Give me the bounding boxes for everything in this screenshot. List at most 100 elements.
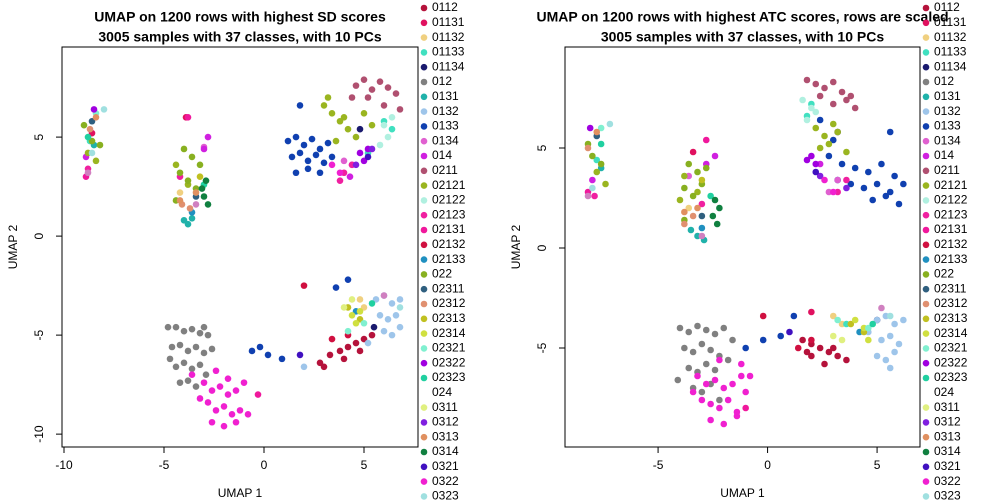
legend-label: 02132 <box>934 237 968 251</box>
point <box>829 332 837 340</box>
legend-label: 0133 <box>432 119 459 133</box>
point <box>188 325 196 333</box>
legend-marker <box>922 271 930 278</box>
point <box>597 160 605 168</box>
legend-label: 014 <box>432 148 452 162</box>
point <box>702 136 710 144</box>
point <box>396 106 404 113</box>
point <box>860 184 868 192</box>
point <box>380 292 388 299</box>
legend-marker <box>420 137 428 145</box>
legend-label: 0313 <box>934 429 961 443</box>
legend-marker <box>922 374 930 382</box>
point <box>886 128 894 136</box>
point <box>816 116 824 124</box>
point <box>713 220 721 228</box>
point <box>240 379 248 386</box>
point <box>716 396 723 404</box>
point <box>681 220 688 228</box>
legend-label: 02313 <box>432 311 466 325</box>
point <box>777 332 785 340</box>
point <box>208 418 216 426</box>
y-tick-label: -10 <box>32 425 46 443</box>
legend-marker <box>922 315 930 323</box>
point <box>224 391 232 398</box>
legend-label: 012 <box>934 74 954 88</box>
point <box>803 76 811 84</box>
y-tick-label: 0 <box>535 244 549 251</box>
point <box>216 383 224 390</box>
point <box>228 411 236 418</box>
point <box>346 173 354 181</box>
point <box>816 144 824 152</box>
point <box>388 331 396 339</box>
point <box>356 308 364 315</box>
point <box>360 319 368 327</box>
legend-label: 02133 <box>934 252 968 266</box>
legend-marker <box>922 241 930 249</box>
legend-marker <box>922 167 930 175</box>
point <box>300 141 308 149</box>
legend-label: 01132 <box>934 30 967 44</box>
point <box>843 184 850 192</box>
point <box>847 180 855 188</box>
point <box>332 137 340 145</box>
point <box>328 110 336 117</box>
point <box>204 331 212 339</box>
legend-marker <box>922 34 930 41</box>
point <box>711 366 719 374</box>
legend-marker <box>420 404 428 411</box>
point <box>292 133 300 141</box>
point <box>212 407 220 414</box>
legend-label: 02322 <box>432 355 466 369</box>
point <box>166 355 174 363</box>
point <box>698 396 706 404</box>
point <box>364 339 372 347</box>
point <box>829 344 837 352</box>
point <box>865 336 872 344</box>
legend-marker <box>922 78 930 86</box>
point <box>799 96 806 104</box>
point <box>698 224 706 232</box>
point <box>368 121 376 129</box>
point <box>180 359 188 367</box>
point <box>702 380 710 388</box>
y-tick-label: 0 <box>32 232 46 239</box>
point <box>184 377 192 384</box>
point <box>886 364 894 372</box>
point <box>388 113 396 121</box>
legend-label: 0133 <box>934 119 961 133</box>
point <box>340 157 348 165</box>
legend-marker <box>922 463 930 471</box>
point <box>865 324 872 332</box>
point <box>694 204 701 212</box>
legend-marker <box>420 123 428 130</box>
legend-marker <box>922 4 930 12</box>
legend-label: 01133 <box>432 45 465 59</box>
point <box>188 371 196 379</box>
point <box>729 380 736 388</box>
legend-marker <box>922 108 930 115</box>
point <box>368 331 376 339</box>
point <box>356 347 364 355</box>
legend-marker <box>420 241 428 249</box>
point <box>711 196 719 204</box>
point <box>396 296 404 303</box>
point <box>176 341 184 349</box>
point <box>724 396 732 404</box>
point <box>698 340 706 348</box>
point <box>895 200 903 208</box>
point <box>834 352 841 360</box>
point <box>196 329 204 337</box>
point <box>380 102 388 109</box>
point <box>202 371 210 379</box>
point <box>829 188 837 196</box>
legend-marker <box>420 374 428 382</box>
legend-label: 02131 <box>934 222 968 236</box>
legend-marker <box>922 152 930 160</box>
point <box>340 355 348 363</box>
point <box>829 100 837 108</box>
point <box>344 125 352 133</box>
x-tick-label: 0 <box>764 458 771 472</box>
point <box>248 347 256 355</box>
